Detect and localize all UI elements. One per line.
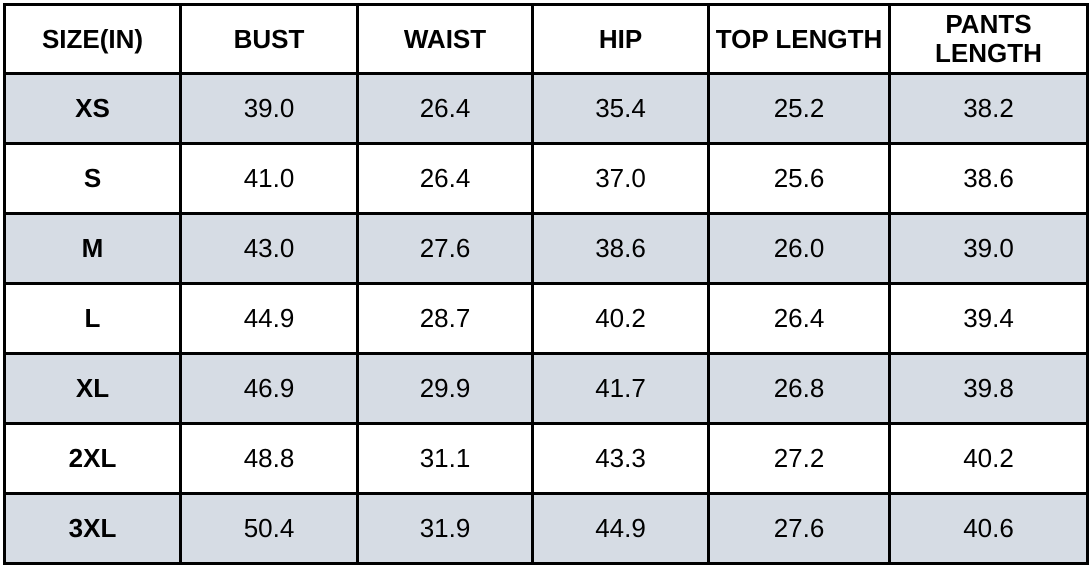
measurement-cell: 41.7 (531, 352, 710, 425)
measurement-cell: 39.4 (888, 282, 1089, 355)
measurement-cell: 44.9 (531, 492, 710, 565)
measurement-cell: 25.2 (707, 72, 891, 145)
measurement-cell: 31.1 (356, 422, 534, 495)
measurement-cell: 26.4 (707, 282, 891, 355)
table-row-xl: XL 46.9 29.9 41.7 26.8 39.8 (3, 352, 1089, 425)
measurement-cell: 40.2 (888, 422, 1089, 495)
size-chart-table: SIZE(IN) BUST WAIST HIP TOP LENGTH PANTS… (3, 3, 1089, 565)
measurement-cell: 26.4 (356, 142, 534, 215)
table-row-s: S 41.0 26.4 37.0 25.6 38.6 (3, 142, 1089, 215)
measurement-cell: 38.6 (531, 212, 710, 285)
size-label: L (3, 282, 182, 355)
table-row-m: M 43.0 27.6 38.6 26.0 39.0 (3, 212, 1089, 285)
table-body: XS 39.0 26.4 35.4 25.2 38.2 S 41.0 26.4 37.0 25.6 3… (3, 72, 1089, 565)
column-header-bust: BUST (179, 3, 359, 75)
measurement-cell: 26.8 (707, 352, 891, 425)
measurement-cell: 41.0 (179, 142, 359, 215)
column-header-hip: HIP (531, 3, 710, 75)
measurement-cell: 35.4 (531, 72, 710, 145)
measurement-cell: 44.9 (179, 282, 359, 355)
size-label: S (3, 142, 182, 215)
measurement-cell: 38.2 (888, 72, 1089, 145)
measurement-cell: 40.6 (888, 492, 1089, 565)
measurement-cell: 28.7 (356, 282, 534, 355)
measurement-cell: 46.9 (179, 352, 359, 425)
table-row-3xl: 3XL 50.4 31.9 44.9 27.6 40.6 (3, 492, 1089, 565)
size-label: 3XL (3, 492, 182, 565)
size-label: XS (3, 72, 182, 145)
column-header-waist: WAIST (356, 3, 534, 75)
table-row-xs: XS 39.0 26.4 35.4 25.2 38.2 (3, 72, 1089, 145)
measurement-cell: 26.0 (707, 212, 891, 285)
measurement-cell: 27.6 (356, 212, 534, 285)
column-header-pants-length: PANTS LENGTH (888, 3, 1089, 75)
measurement-cell: 27.2 (707, 422, 891, 495)
measurement-cell: 37.0 (531, 142, 710, 215)
measurement-cell: 39.0 (179, 72, 359, 145)
table-row-2xl: 2XL 48.8 31.1 43.3 27.2 40.2 (3, 422, 1089, 495)
measurement-cell: 27.6 (707, 492, 891, 565)
measurement-cell: 26.4 (356, 72, 534, 145)
table-row-l: L 44.9 28.7 40.2 26.4 39.4 (3, 282, 1089, 355)
size-label: M (3, 212, 182, 285)
measurement-cell: 39.8 (888, 352, 1089, 425)
measurement-cell: 38.6 (888, 142, 1089, 215)
table-header: SIZE(IN) BUST WAIST HIP TOP LENGTH PANTS… (3, 3, 1089, 75)
size-label: 2XL (3, 422, 182, 495)
measurement-cell: 25.6 (707, 142, 891, 215)
measurement-cell: 29.9 (356, 352, 534, 425)
header-row: SIZE(IN) BUST WAIST HIP TOP LENGTH PANTS… (3, 3, 1089, 75)
column-header-top-length: TOP LENGTH (707, 3, 891, 75)
measurement-cell: 31.9 (356, 492, 534, 565)
measurement-cell: 50.4 (179, 492, 359, 565)
measurement-cell: 40.2 (531, 282, 710, 355)
measurement-cell: 48.8 (179, 422, 359, 495)
measurement-cell: 43.3 (531, 422, 710, 495)
size-label: XL (3, 352, 182, 425)
column-header-size: SIZE(IN) (3, 3, 182, 75)
measurement-cell: 39.0 (888, 212, 1089, 285)
measurement-cell: 43.0 (179, 212, 359, 285)
